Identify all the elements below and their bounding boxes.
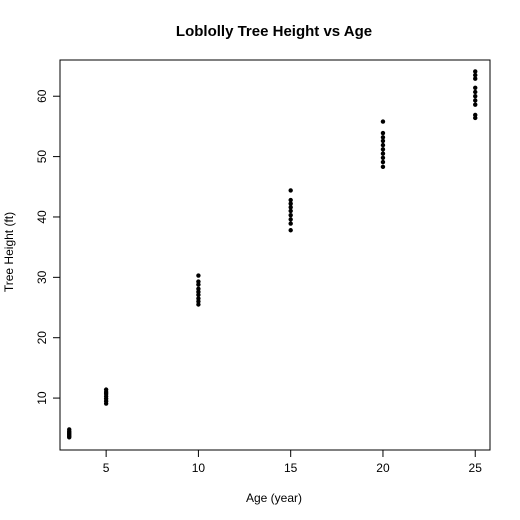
data-point — [196, 286, 201, 292]
y-tick-label: 40 — [35, 210, 49, 224]
data-point — [473, 72, 478, 78]
data-point — [380, 142, 386, 148]
data-point — [380, 138, 386, 144]
data-point — [196, 302, 201, 307]
y-tick-label: 30 — [35, 270, 49, 284]
plot-frame — [59, 59, 491, 451]
data-point — [380, 159, 386, 165]
data-point — [380, 155, 386, 161]
data-point — [288, 201, 293, 206]
data-point — [473, 112, 478, 118]
y-tick-label: 50 — [35, 150, 49, 164]
data-point — [380, 130, 386, 136]
data-point — [380, 119, 386, 124]
data-point — [380, 151, 386, 156]
data-point — [380, 135, 386, 140]
data-point — [196, 299, 201, 304]
data-point — [473, 102, 478, 107]
data-point — [196, 279, 201, 284]
data-point — [473, 94, 478, 99]
data-point — [288, 208, 293, 214]
data-point — [67, 427, 72, 432]
data-point — [473, 69, 478, 74]
x-tick-label: 25 — [469, 461, 483, 475]
data-point — [473, 89, 478, 95]
data-point — [103, 387, 109, 392]
data-point — [288, 217, 293, 222]
data-point — [473, 85, 478, 90]
data-point — [288, 188, 293, 193]
data-point — [380, 164, 386, 170]
x-axis: 5 10 15 20 25 — [103, 450, 482, 475]
y-tick-label: 10 — [35, 391, 49, 405]
data-point — [196, 292, 201, 298]
y-tick-label: 60 — [35, 89, 49, 103]
data-point — [288, 212, 293, 218]
data-point — [380, 147, 386, 152]
data-point — [473, 76, 478, 81]
chart-title: Loblolly Tree Height vs Age — [176, 23, 372, 40]
x-tick-label: 15 — [284, 461, 298, 475]
data-point — [196, 289, 201, 295]
x-tick-label: 10 — [192, 461, 206, 475]
data-point — [288, 228, 293, 233]
x-axis-label: Age (year) — [246, 491, 302, 505]
data-point — [288, 221, 293, 226]
x-tick-label: 20 — [376, 461, 390, 475]
data-point — [196, 273, 201, 278]
data-point — [196, 296, 201, 301]
data-point — [288, 205, 293, 210]
data-points — [67, 69, 478, 440]
y-axis-label: Tree Height (ft) — [2, 212, 16, 292]
x-tick-label: 5 — [103, 461, 110, 475]
y-tick-label: 20 — [35, 331, 49, 345]
data-point — [196, 282, 201, 287]
data-point — [473, 115, 478, 121]
data-point — [473, 98, 478, 103]
data-point — [288, 197, 293, 203]
y-axis: 10 20 30 40 50 60 — [35, 89, 60, 405]
